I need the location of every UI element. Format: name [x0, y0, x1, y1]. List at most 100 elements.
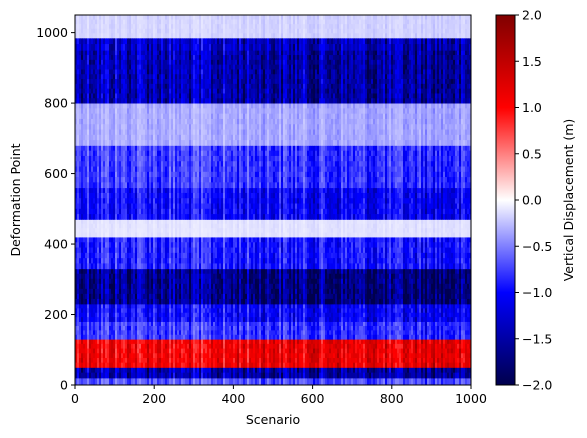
heatmap-cell — [317, 308, 320, 314]
heatmap-cell — [89, 372, 92, 379]
heatmap-cell — [95, 339, 98, 345]
heatmap-cell — [89, 339, 92, 345]
heatmap-cell — [451, 303, 454, 309]
heatmap-cell — [327, 367, 330, 374]
heatmap-cell — [233, 303, 236, 309]
heatmap-cell — [323, 377, 326, 385]
heatmap-cell — [431, 343, 434, 349]
heatmap-cell — [341, 330, 344, 336]
heatmap-cell — [89, 362, 92, 368]
heatmap-cell — [377, 343, 380, 349]
heatmap-cell — [255, 303, 258, 309]
heatmap-cell — [295, 353, 298, 359]
heatmap-cell — [177, 348, 180, 354]
heatmap-cell — [129, 330, 132, 336]
heatmap-cell — [103, 308, 106, 314]
heatmap-cell — [139, 377, 142, 385]
heatmap-cell — [457, 343, 460, 349]
heatmap-cell — [149, 353, 152, 359]
heatmap-cell — [447, 357, 450, 364]
heatmap-cell — [97, 321, 100, 327]
heatmap-cell — [107, 362, 110, 368]
heatmap-cell — [397, 357, 400, 364]
heatmap-cell — [281, 343, 284, 349]
heatmap-cell — [267, 377, 270, 385]
heatmap-cell — [161, 334, 164, 340]
heatmap-cell — [325, 367, 328, 374]
heatmap-cell — [273, 353, 276, 359]
heatmap-cell — [221, 330, 224, 336]
heatmap-cell — [91, 377, 94, 385]
heatmap-cell — [165, 343, 168, 349]
heatmap-cell — [425, 325, 428, 331]
heatmap-cell — [249, 357, 252, 364]
heatmap-cell — [459, 339, 462, 345]
heatmap-cell — [99, 321, 102, 327]
heatmap-cell — [341, 357, 344, 364]
heatmap-cell — [399, 325, 402, 331]
heatmap-cell — [349, 330, 352, 336]
heatmap-cell — [439, 303, 442, 309]
heatmap-cell — [331, 330, 334, 336]
heatmap-cell — [273, 343, 276, 349]
heatmap-cell — [409, 377, 412, 385]
heatmap-cell — [385, 303, 388, 309]
heatmap-cell — [249, 362, 252, 368]
heatmap-cell — [457, 325, 460, 331]
heatmap-cell — [163, 357, 166, 364]
heatmap-cell — [349, 367, 352, 374]
heatmap-cell — [353, 321, 356, 327]
heatmap-cell — [317, 357, 320, 364]
heatmap-cell — [317, 367, 320, 374]
heatmap-cell — [123, 377, 126, 385]
heatmap-cell — [441, 334, 444, 340]
heatmap-cell — [409, 357, 412, 364]
heatmap-cell — [371, 334, 374, 340]
heatmap-cell — [249, 353, 252, 359]
heatmap-cell — [427, 372, 430, 379]
heatmap-cell — [139, 325, 142, 331]
heatmap-cell — [235, 330, 238, 336]
heatmap-cell — [121, 367, 124, 374]
heatmap-cell — [275, 377, 278, 385]
heatmap-cell — [87, 353, 90, 359]
heatmap-cell — [445, 367, 448, 374]
heatmap-cell — [81, 339, 84, 345]
heatmap-cell — [115, 303, 118, 309]
heatmap-cell — [341, 321, 344, 327]
heatmap-cell — [155, 353, 158, 359]
heatmap-cell — [133, 303, 136, 309]
heatmap-cell — [311, 308, 314, 314]
heatmap-cell — [113, 334, 116, 340]
heatmap-cell — [387, 339, 390, 345]
heatmap-cell — [181, 367, 184, 374]
heatmap-cell — [125, 343, 128, 349]
heatmap-cell — [75, 362, 78, 368]
heatmap-cell — [439, 339, 442, 345]
heatmap-cell — [449, 377, 452, 385]
heatmap-cell — [257, 372, 260, 379]
heatmap-cell — [159, 339, 162, 345]
heatmap-cell — [425, 353, 428, 359]
heatmap-cell — [387, 362, 390, 368]
heatmap-cell — [131, 303, 134, 309]
heatmap-cell — [127, 348, 130, 354]
heatmap-cell — [413, 321, 416, 327]
heatmap-cell — [337, 372, 340, 379]
heatmap-cell — [355, 303, 358, 309]
heatmap-cell — [401, 343, 404, 349]
heatmap-cell — [443, 321, 446, 327]
heatmap-cell — [85, 308, 88, 314]
heatmap-cell — [257, 308, 260, 314]
heatmap-cell — [273, 303, 276, 309]
heatmap-cell — [127, 367, 130, 374]
heatmap-cell — [437, 325, 440, 331]
heatmap-cell — [75, 343, 78, 349]
heatmap-cell — [407, 334, 410, 340]
heatmap-cell — [349, 377, 352, 385]
heatmap-cell — [189, 303, 192, 309]
heatmap-cell — [337, 377, 340, 385]
heatmap-cell — [419, 321, 422, 327]
heatmap-cell — [187, 303, 190, 309]
heatmap-cell — [389, 353, 392, 359]
